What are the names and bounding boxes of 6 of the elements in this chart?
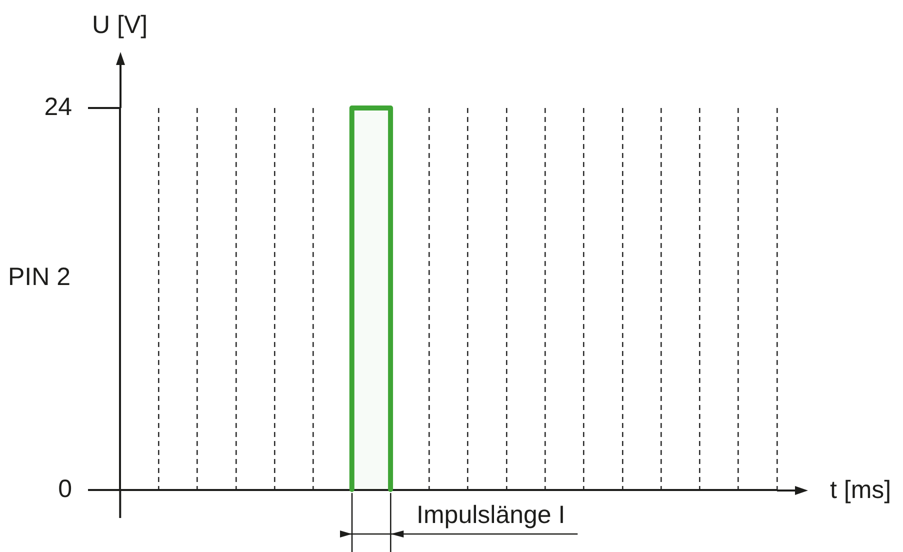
text: Impulslänge I xyxy=(416,500,566,530)
text: PIN 2 xyxy=(8,263,71,292)
x-axis-title: t [ms] xyxy=(830,476,892,504)
y-axis-title: U [V] xyxy=(92,10,148,40)
y-tick-label: 0 xyxy=(58,474,72,503)
y-tick-label: 24 xyxy=(44,92,72,121)
